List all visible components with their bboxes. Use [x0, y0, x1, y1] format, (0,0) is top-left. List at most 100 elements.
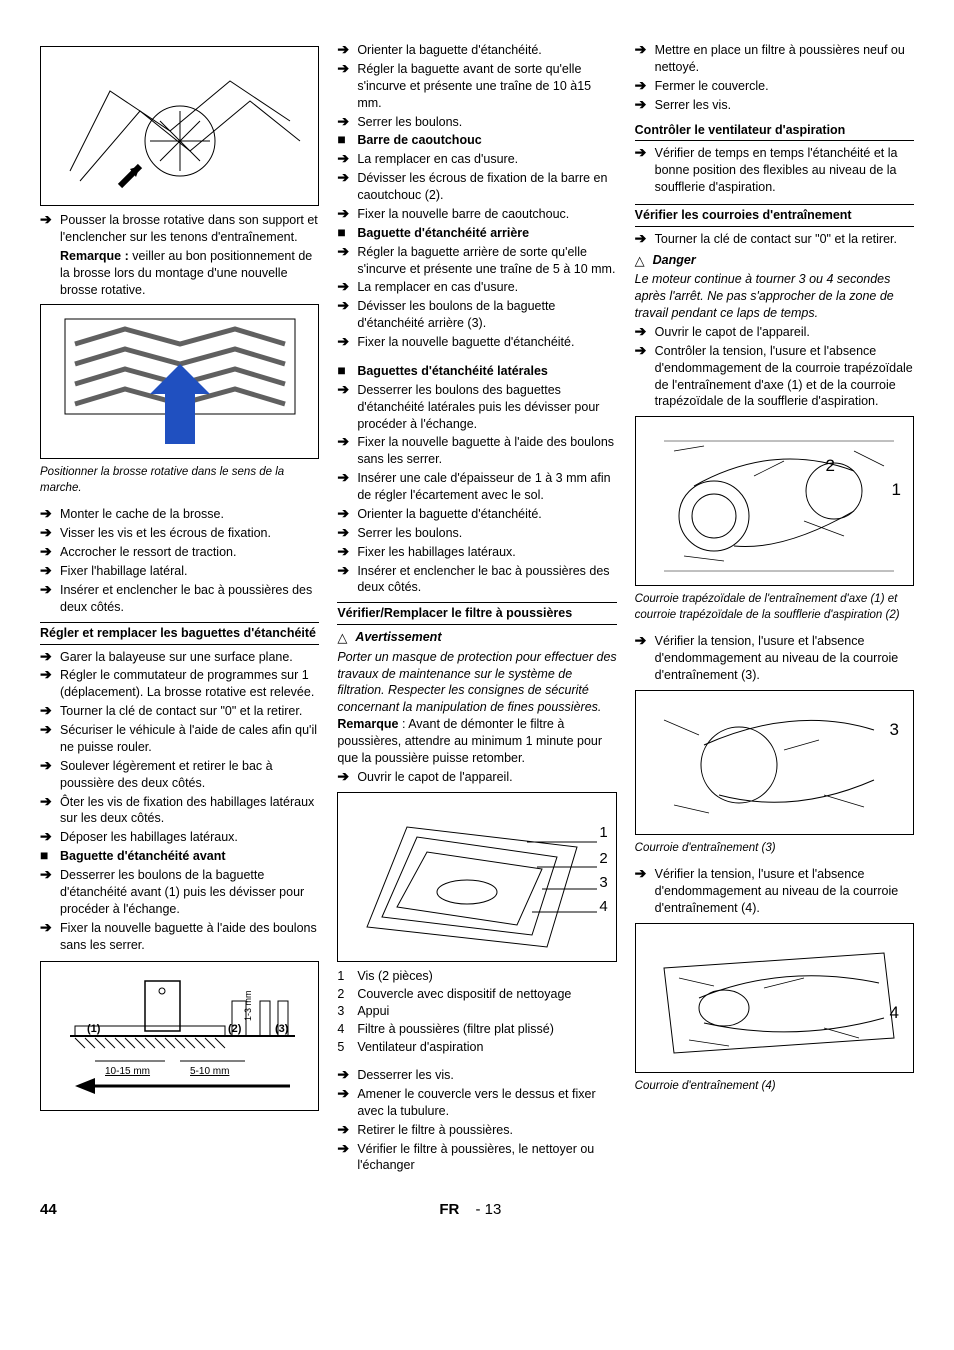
step-text: Tourner la clé de contact sur "0" et la … [655, 231, 914, 248]
warning-text: Porter un masque de protection pour effe… [337, 649, 616, 717]
step-item: ➔Mettre en place un filtre à poussières … [635, 42, 914, 76]
step-text: Insérer et enclencher le bac à poussière… [357, 563, 616, 597]
step-text: Fixer les habillages latéraux. [357, 544, 616, 561]
warning-text: Le moteur continue à tourner 3 ou 4 seco… [635, 271, 914, 322]
warning: △ Danger [635, 252, 914, 270]
step-item: ➔Sécuriser le véhicule à l'aide de cales… [40, 722, 319, 756]
arrow-icon: ➔ [635, 324, 655, 339]
step-item: ➔Fixer la nouvelle baguette à l'aide des… [337, 434, 616, 468]
step-item: ➔Visser les vis et les écrous de fixatio… [40, 525, 319, 542]
step-item: ➔Monter le cache de la brosse. [40, 506, 319, 523]
step-item: ➔La remplacer en cas d'usure. [337, 279, 616, 296]
sub-text: Baguette d'étanchéité avant [60, 848, 319, 865]
figure-belt3: 3 [635, 690, 914, 835]
callout-2: 2 [599, 849, 607, 869]
warning-icon: △ [337, 629, 355, 647]
step-text: Insérer et enclencher le bac à poussière… [60, 582, 319, 616]
legend-item: 1Vis (2 pièces) [337, 968, 616, 985]
step-text: Fixer la nouvelle barre de caoutchouc. [357, 206, 616, 223]
step-text: Tourner la clé de contact sur "0" et la … [60, 703, 319, 720]
step-item: ➔Orienter la baguette d'étanchéité. [337, 506, 616, 523]
arrow-icon: ➔ [337, 769, 357, 784]
callout-2: 2 [826, 455, 835, 478]
step-text: Amener le couvercle vers le dessus et fi… [357, 1086, 616, 1120]
arrow-icon: ➔ [337, 42, 357, 57]
arrow-icon: ➔ [635, 866, 655, 881]
step-item: ➔Accrocher le ressort de traction. [40, 544, 319, 561]
step-item: ➔Contrôler la tension, l'usure et l'abse… [635, 343, 914, 411]
step-item: ➔Insérer et enclencher le bac à poussièr… [337, 563, 616, 597]
step-item: ➔Vérifier le filtre à poussières, le net… [337, 1141, 616, 1175]
step-text: Régler le commutateur de programmes sur … [60, 667, 319, 701]
sub-text: Barre de caoutchouc [357, 132, 616, 149]
step-text: Fixer la nouvelle baguette à l'aide des … [60, 920, 319, 954]
callout-3: 3 [890, 719, 899, 742]
step-text: Déposer les habillages latéraux. [60, 829, 319, 846]
legend-text: Appui [357, 1003, 616, 1020]
figure-brush-install [40, 46, 319, 206]
legend-item: 2Couvercle avec dispositif de nettoyage [337, 986, 616, 1003]
step-item: ➔Desserrer les boulons de la baguette d'… [40, 867, 319, 918]
arrow-icon: ➔ [635, 343, 655, 358]
arrow-icon: ➔ [337, 170, 357, 185]
step-item: ➔Desserrer les boulons des baguettes d'é… [337, 382, 616, 433]
arrow-icon: ➔ [337, 114, 357, 129]
step-text: Vérifier la tension, l'usure et l'absenc… [655, 866, 914, 917]
arrow-icon: ➔ [337, 544, 357, 559]
step-text: Vérifier le filtre à poussières, le nett… [357, 1141, 616, 1175]
callout-1: 1 [599, 823, 607, 843]
figure-caption: Courroie d'entraînement (4) [635, 1079, 914, 1095]
svg-text:5-10 mm: 5-10 mm [190, 1066, 229, 1077]
sub-text: Baguettes d'étanchéité latérales [357, 363, 616, 380]
warning-label: Avertissement [355, 629, 441, 646]
step-item: ➔Fixer les habillages latéraux. [337, 544, 616, 561]
arrow-icon: ➔ [40, 703, 60, 718]
belt4-svg [644, 928, 904, 1068]
figure-sealing-strip: (1) (2) (3) 10-15 mm 5-10 mm 1-3 mm [40, 961, 319, 1111]
page-center: FR - 13 [439, 1200, 501, 1220]
step-item: ➔Serrer les vis. [635, 97, 914, 114]
note-label: Remarque : [60, 249, 129, 263]
arrow-icon: ➔ [40, 829, 60, 844]
step-item: ➔Dévisser les boulons de la baguette d'é… [337, 298, 616, 332]
note-block: Remarque : veiller au bon positionnement… [60, 248, 319, 299]
arrow-icon: ➔ [337, 525, 357, 540]
step-text: Vérifier de temps en temps l'étanchéité … [655, 145, 914, 196]
step-text: Desserrer les boulons de la baguette d'é… [60, 867, 319, 918]
arrow-icon: ➔ [635, 633, 655, 648]
svg-text:1-3 mm: 1-3 mm [243, 991, 253, 1022]
sub-item: ■Baguettes d'étanchéité latérales [337, 363, 616, 380]
arrow-icon: ➔ [40, 506, 60, 521]
column-3: ➔Mettre en place un filtre à poussières … [635, 40, 914, 1176]
step-item: ➔Tourner la clé de contact sur "0" et la… [635, 231, 914, 248]
arrow-icon: ➔ [337, 151, 357, 166]
sub-header: Vérifier les courroies d'entraînement [635, 204, 914, 227]
column-1: ➔ Pousser la brosse rotative dans son su… [40, 40, 319, 1176]
arrow-icon: ➔ [635, 145, 655, 160]
arrow-icon: ➔ [337, 61, 357, 76]
step-text: Ôter les vis de fixation des habillages … [60, 794, 319, 828]
step-text: Fixer l'habillage latéral. [60, 563, 319, 580]
figure-caption: Courroie d'entraînement (3) [635, 841, 914, 857]
sub-header: Contrôler le ventilateur d'aspiration [635, 120, 914, 142]
step-text: Vérifier la tension, l'usure et l'absenc… [655, 633, 914, 684]
step-item: ➔Garer la balayeuse sur une surface plan… [40, 649, 319, 666]
legend-num: 4 [337, 1021, 357, 1038]
arrow-icon: ➔ [40, 667, 60, 682]
sub-text: Baguette d'étanchéité arrière [357, 225, 616, 242]
step-item: ➔Régler la baguette avant de sorte qu'el… [337, 61, 616, 112]
step-item: ➔Dévisser les écrous de fixation de la b… [337, 170, 616, 204]
arrow-icon: ➔ [40, 212, 60, 227]
step-item: ➔La remplacer en cas d'usure. [337, 151, 616, 168]
legend-item: 3Appui [337, 1003, 616, 1020]
step-item: ➔Fixer l'habillage latéral. [40, 563, 319, 580]
warning-icon: △ [635, 252, 653, 270]
sub-item: ■Barre de caoutchouc [337, 132, 616, 149]
arrow-icon: ➔ [40, 525, 60, 540]
arrow-icon: ➔ [40, 544, 60, 559]
step-text: Régler la baguette arrière de sorte qu'e… [357, 244, 616, 278]
arrow-icon: ➔ [40, 722, 60, 737]
arrow-icon: ➔ [337, 382, 357, 397]
step-item: ➔Régler le commutateur de programmes sur… [40, 667, 319, 701]
label-1: (1) [87, 1023, 101, 1035]
